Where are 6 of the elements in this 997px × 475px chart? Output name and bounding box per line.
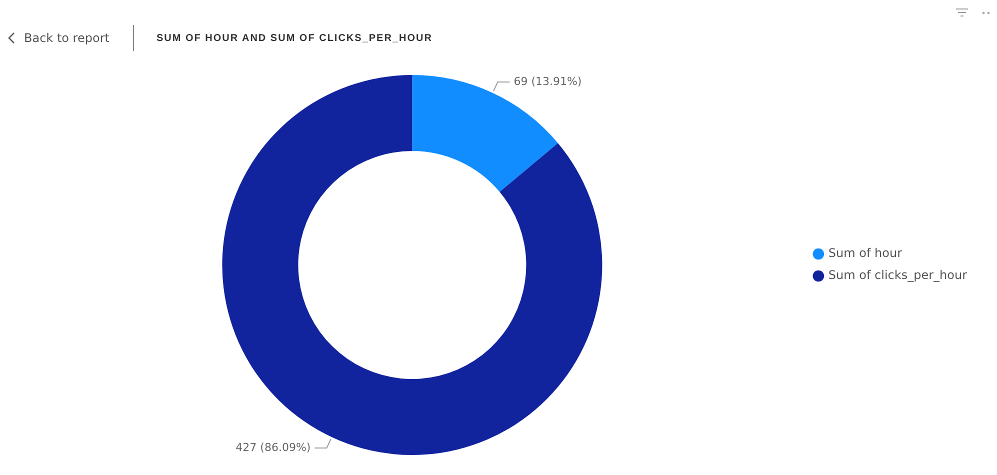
- legend-label: Sum of clicks_per_hour: [828, 268, 968, 282]
- data-label: 427 (86.09%): [236, 440, 311, 454]
- data-label: 69 (13.91%): [514, 74, 582, 88]
- legend-label: Sum of hour: [828, 246, 902, 260]
- chart-title: SUM OF HOUR AND SUM OF CLICKS_PER_HOUR: [156, 32, 432, 44]
- text: Back to report: [24, 31, 110, 45]
